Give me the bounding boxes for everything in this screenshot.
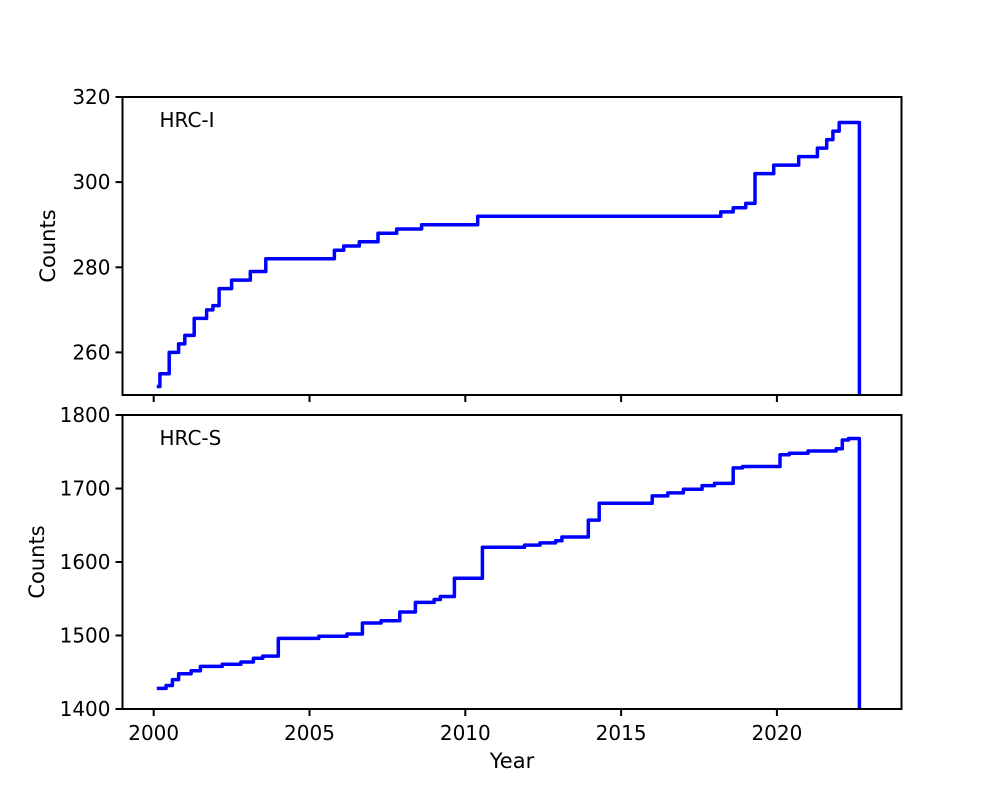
panel-label-hrc-i: HRC-I [160, 108, 215, 132]
x-axis-label: Year [489, 749, 535, 773]
y-tick-label: 1400 [60, 697, 111, 721]
plot-area-hrc-i [122, 97, 902, 395]
y-tick-label: 1500 [60, 624, 111, 648]
x-tick-label: 2000 [128, 721, 179, 745]
y-tick-label: 280 [72, 255, 110, 279]
x-tick-label: 2005 [284, 721, 335, 745]
y-tick-label: 1700 [60, 477, 111, 501]
y-tick-label: 300 [72, 170, 110, 194]
x-tick-label: 2020 [751, 721, 802, 745]
y-tick-label: 260 [72, 340, 110, 364]
x-tick-label: 2010 [440, 721, 491, 745]
series-line-hrc-s [156, 436, 862, 709]
y-tick-label: 1800 [60, 403, 111, 427]
panel-label-hrc-s: HRC-S [160, 426, 222, 450]
y-tick-label: 320 [72, 85, 110, 109]
y-axis-label-hrc-s: Counts [25, 525, 49, 598]
y-tick-label: 1600 [60, 550, 111, 574]
x-tick-label: 2015 [596, 721, 647, 745]
y-axis-label-hrc-i: Counts [36, 209, 60, 282]
series-line-hrc-i [156, 120, 862, 395]
plot-frame-hrc-i [121, 96, 903, 396]
